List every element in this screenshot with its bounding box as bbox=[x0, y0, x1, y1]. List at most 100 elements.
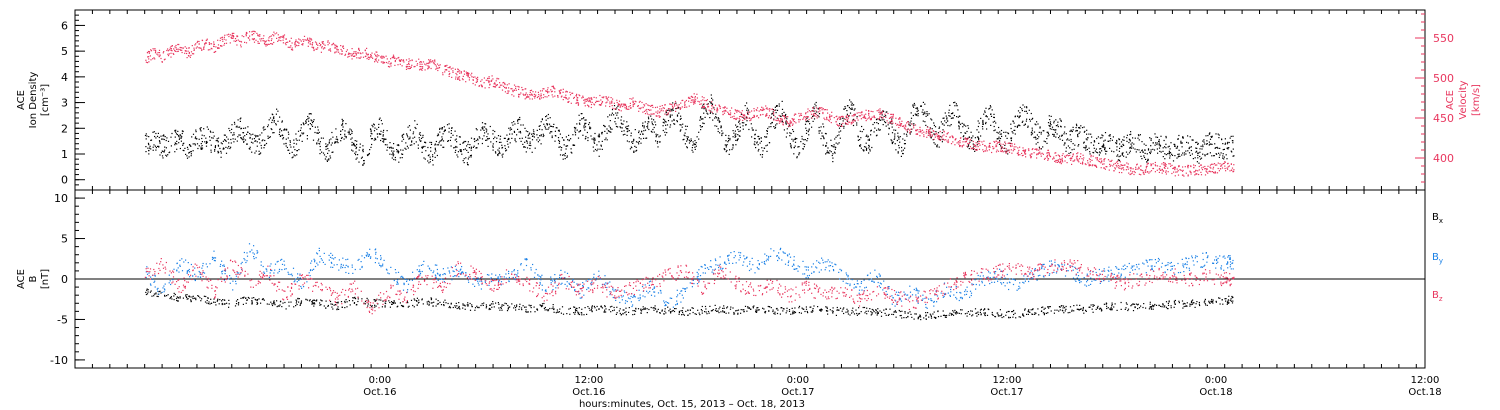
data-point bbox=[529, 137, 531, 139]
data-point bbox=[445, 65, 447, 67]
data-point bbox=[564, 155, 566, 157]
data-point bbox=[916, 107, 918, 109]
data-point bbox=[584, 126, 587, 128]
data-point bbox=[1035, 148, 1037, 150]
data-point bbox=[226, 136, 228, 138]
data-point bbox=[748, 128, 750, 131]
data-point bbox=[210, 144, 212, 146]
data-point bbox=[936, 135, 938, 137]
data-point bbox=[526, 147, 529, 149]
data-point bbox=[746, 120, 748, 122]
data-point bbox=[460, 150, 462, 152]
data-point bbox=[525, 136, 527, 138]
data-point bbox=[370, 135, 372, 137]
data-point bbox=[990, 106, 992, 108]
data-point bbox=[771, 121, 773, 124]
data-point bbox=[679, 118, 681, 120]
data-point bbox=[701, 96, 703, 98]
data-point bbox=[1068, 152, 1070, 154]
data-point bbox=[680, 117, 682, 120]
data-point bbox=[754, 144, 756, 146]
data-point bbox=[303, 40, 305, 42]
data-point bbox=[646, 108, 648, 111]
data-point bbox=[840, 130, 842, 132]
data-point bbox=[826, 119, 828, 121]
data-point bbox=[294, 149, 296, 151]
data-point bbox=[775, 119, 777, 121]
data-point bbox=[682, 123, 684, 125]
data-point bbox=[377, 136, 379, 138]
data-point bbox=[1153, 149, 1156, 151]
data-point bbox=[327, 40, 329, 42]
data-point bbox=[917, 113, 919, 115]
data-point bbox=[1109, 147, 1111, 149]
data-point bbox=[282, 134, 284, 137]
data-point bbox=[998, 126, 1000, 129]
data-point bbox=[946, 117, 948, 119]
data-point bbox=[853, 109, 855, 111]
data-point bbox=[1103, 160, 1105, 162]
data-point bbox=[921, 111, 923, 113]
data-point bbox=[402, 59, 405, 61]
data-point bbox=[614, 117, 616, 119]
data-point bbox=[217, 144, 219, 146]
data-point bbox=[1181, 154, 1183, 156]
data-point bbox=[673, 104, 676, 106]
data-point bbox=[174, 142, 176, 144]
data-point bbox=[1018, 117, 1020, 119]
data-point bbox=[934, 126, 937, 128]
data-point bbox=[383, 56, 385, 58]
data-point bbox=[330, 138, 332, 140]
data-point bbox=[451, 76, 453, 78]
data-point bbox=[790, 121, 793, 123]
data-point bbox=[191, 136, 193, 138]
data-point bbox=[1031, 148, 1033, 151]
data-point bbox=[284, 129, 286, 131]
data-point bbox=[742, 113, 744, 116]
data-point bbox=[619, 126, 621, 128]
data-point bbox=[746, 117, 748, 119]
data-point bbox=[355, 147, 357, 150]
data-point bbox=[270, 128, 272, 130]
data-point bbox=[1069, 130, 1071, 132]
data-point bbox=[174, 46, 176, 48]
data-point bbox=[455, 76, 457, 78]
data-point bbox=[703, 103, 706, 105]
data-point bbox=[262, 40, 264, 42]
data-point bbox=[758, 117, 760, 119]
data-point bbox=[327, 44, 329, 46]
data-point bbox=[190, 155, 192, 157]
data-point bbox=[766, 130, 768, 132]
data-point bbox=[1155, 142, 1157, 144]
data-point bbox=[473, 145, 475, 147]
data-point bbox=[651, 131, 653, 133]
data-point bbox=[620, 127, 622, 129]
data-point bbox=[884, 113, 886, 115]
data-point bbox=[1119, 161, 1121, 163]
data-point bbox=[186, 47, 188, 49]
data-point bbox=[393, 150, 395, 152]
data-point bbox=[614, 108, 616, 110]
data-point bbox=[253, 33, 255, 35]
data-point bbox=[788, 124, 791, 126]
data-point bbox=[952, 141, 954, 143]
data-point bbox=[1031, 133, 1034, 135]
data-point bbox=[532, 91, 534, 93]
data-point bbox=[195, 47, 197, 49]
data-point bbox=[285, 142, 287, 145]
data-point bbox=[1099, 158, 1101, 160]
data-point bbox=[753, 108, 755, 110]
data-point bbox=[719, 121, 721, 123]
data-point bbox=[910, 112, 912, 114]
data-point bbox=[692, 99, 694, 101]
data-point bbox=[891, 113, 893, 115]
data-point bbox=[1156, 136, 1159, 138]
data-point bbox=[711, 105, 713, 107]
data-point bbox=[181, 49, 183, 51]
data-point bbox=[847, 119, 849, 121]
data-point bbox=[270, 39, 272, 42]
data-point bbox=[144, 134, 147, 137]
data-point bbox=[780, 115, 782, 118]
data-point bbox=[505, 86, 507, 89]
data-point bbox=[643, 137, 645, 139]
